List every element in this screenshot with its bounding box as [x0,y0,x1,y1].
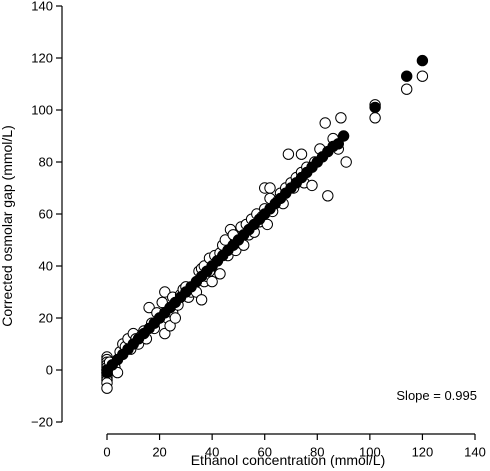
observed-point [164,320,176,332]
observed-point [214,268,226,280]
x-axis-ticks: 0 20 40 60 80 100 120 140 [103,434,486,460]
observed-point [169,312,182,324]
observed-point [206,275,218,288]
fitted-point [101,366,113,379]
observed-point [159,327,171,340]
y-tick-label: 20 [39,311,53,326]
x-tick-label: 80 [310,445,324,460]
x-tick-label: 20 [152,445,166,460]
x-tick-label: 120 [412,445,434,460]
fitted-point [401,70,413,82]
observed-point [335,112,347,124]
x-tick-label: 60 [257,445,271,460]
observed-point [322,190,334,202]
slope-annotation: Slope = 0.995 [396,388,477,403]
x-tick-label: 100 [359,445,381,460]
fitted-point [337,130,350,142]
y-tick-label: −20 [31,415,53,430]
observed-point [156,296,168,309]
fitted-point [369,101,381,114]
observed-point [261,218,273,231]
fitted-point [332,138,344,150]
observed-point [143,301,155,314]
data-points [101,54,429,394]
y-tick-label: 140 [31,0,53,14]
y-axis-ticks: −20 0 20 40 60 80 100 120 140 [31,0,62,430]
observed-point [101,382,113,394]
y-tick-label: 0 [46,363,53,378]
observed-point [401,83,413,95]
observed-point [282,148,295,160]
observed-point [416,70,429,82]
observed-point [369,112,381,124]
observed-point [340,156,352,168]
x-tick-label: 0 [103,445,110,460]
x-axis-title: Ethanol concentration (mmol/L) [191,452,386,468]
y-tick-label: 40 [39,259,53,274]
fitted-point [416,54,429,67]
x-tick-label: 40 [205,445,219,460]
y-tick-label: 80 [39,155,53,170]
y-tick-label: 100 [31,103,53,118]
observed-point [295,148,308,160]
y-axis-title: Corrected osmolar gap (mmol/L) [0,125,15,327]
observed-point [159,286,171,298]
y-tick-label: 60 [39,207,53,222]
observed-point [219,234,232,246]
observed-point [195,294,208,306]
observed-point [319,117,331,129]
observed-point [306,179,318,192]
x-tick-label: 140 [464,445,486,460]
y-tick-label: 120 [31,51,53,66]
observed-point [264,182,276,194]
